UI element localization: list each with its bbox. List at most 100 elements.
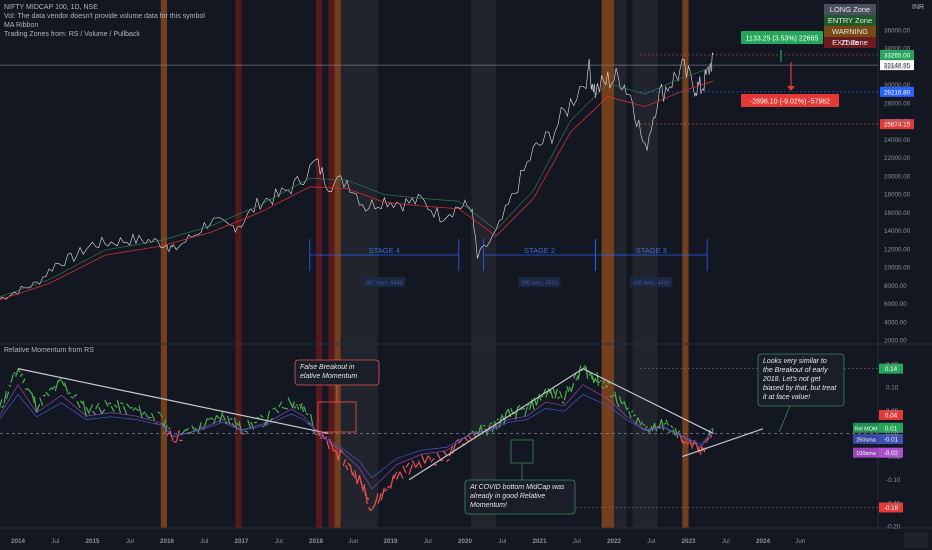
- rs-segment: [573, 373, 577, 379]
- zone-band-7: [601, 0, 614, 528]
- rs-segment: [623, 401, 627, 410]
- zone-legend: LONG Zone ENTRY Zone WARNING Zone EXIT Z…: [824, 4, 876, 48]
- currency-label: INR: [912, 4, 925, 11]
- rs-segment: [670, 425, 674, 429]
- zone-band-3: [328, 0, 335, 528]
- rs-segment: [464, 437, 469, 442]
- rs-segment: [653, 422, 658, 432]
- rs-segment: [197, 422, 202, 434]
- ma-green-line: [0, 66, 714, 298]
- rs-segment: [31, 392, 35, 403]
- rs-segment: [427, 455, 432, 460]
- rs-segment: [116, 399, 122, 414]
- rs-tick-label: 0.05: [886, 408, 899, 415]
- price-tick-label: 26000.00: [884, 119, 911, 126]
- rs-segment: [614, 391, 618, 404]
- price-tick-label: 8000.00: [884, 283, 907, 290]
- rs-segment: [540, 395, 544, 398]
- rs-segment: [312, 430, 316, 434]
- rs-segment: [67, 392, 71, 395]
- legend-long: LONG Zone: [824, 4, 876, 15]
- time-tick-label: Jun: [348, 538, 359, 545]
- zone-band-2: [316, 0, 323, 528]
- rs-segment: [284, 407, 289, 410]
- price-tick-label: 16000.00: [884, 210, 911, 217]
- zone-band-1: [235, 0, 242, 528]
- rs-segment: [408, 464, 413, 475]
- rs-segment: [686, 442, 690, 445]
- rs-segment: [585, 366, 589, 379]
- rs-segment: [272, 407, 276, 410]
- rs-tick-label: -0.20: [886, 524, 901, 531]
- rs-segment: [335, 450, 340, 461]
- rs-segment: [365, 491, 368, 504]
- rs-segment: [135, 408, 140, 412]
- rs-trendline-0: [17, 368, 329, 435]
- stage-label-2: STAGE 3: [636, 246, 667, 255]
- rs-segment: [236, 422, 240, 427]
- callout-similar-text: biased by that, but treat: [763, 385, 837, 392]
- rs-segment: [24, 388, 28, 391]
- rs-segment: [293, 406, 297, 409]
- rs-segment: [593, 377, 596, 383]
- rs-segment: [677, 430, 681, 434]
- rs-segment: [377, 492, 382, 504]
- rs-value-bg-0: [879, 363, 903, 374]
- rs-segment: [568, 386, 572, 392]
- legend-entry: ENTRY Zone: [824, 15, 876, 26]
- rs-name-bg-0: [853, 422, 879, 433]
- rs-segment: [705, 441, 708, 443]
- rs-segment: [596, 372, 600, 386]
- rs-segment: [238, 421, 243, 434]
- rs-segment: [557, 396, 561, 400]
- rs-segment: [628, 411, 632, 419]
- rs-segment: [360, 481, 364, 489]
- time-tick-label: Jul: [647, 538, 655, 545]
- ma-ribbon-label[interactable]: MA Ribbon: [4, 22, 39, 29]
- rs-segment: [642, 423, 646, 426]
- rs-segment: [387, 485, 391, 489]
- gain-measure-box: [741, 31, 823, 44]
- rs-name-label-0: Rel MOM: [854, 426, 878, 432]
- rs-trendline-1: [408, 368, 584, 481]
- rs-segment: [594, 378, 598, 383]
- rs-segment: [575, 375, 579, 381]
- settings-button[interactable]: [904, 532, 928, 548]
- rs-tick-label: -0.15: [886, 500, 901, 507]
- price-label-0: 33265.00: [884, 52, 911, 59]
- callout-similar-text: it at face value!: [763, 394, 810, 401]
- rs-segment: [129, 406, 133, 409]
- price-tick-label: 6000.00: [884, 301, 907, 308]
- rs-segment: [533, 397, 537, 406]
- rs-segment: [63, 382, 69, 393]
- rs-value-label-2: 0.01: [885, 425, 898, 432]
- subpanel-title[interactable]: Relative Momentum from RS: [4, 347, 94, 354]
- rs-segment: [549, 389, 554, 399]
- price-line: [0, 52, 714, 300]
- price-tick-label: 32000.00: [884, 64, 911, 71]
- rs-value-bg-2: [879, 422, 903, 433]
- time-tick-label: Jul: [573, 538, 581, 545]
- rs-segment: [538, 393, 542, 401]
- rs-segment: [665, 419, 669, 426]
- price-tick-label: 2000.00: [884, 338, 907, 345]
- rs-segment: [500, 414, 505, 420]
- rs-segment: [262, 420, 267, 428]
- callout-covid-text: Momentum!: [470, 502, 507, 509]
- time-tick-label: 2018: [309, 538, 324, 545]
- loss-measure-box: [741, 94, 839, 107]
- rs-value-bg-4: [879, 447, 903, 458]
- rs-segment: [70, 396, 75, 399]
- time-tick-label: 2020: [458, 538, 473, 545]
- rs-segment: [706, 437, 710, 442]
- rs-segment: [374, 493, 379, 505]
- rs-segment: [171, 437, 174, 441]
- rs-segment: [445, 458, 450, 463]
- rs-value-bg-1: [879, 409, 903, 420]
- trading-zones-label[interactable]: Trading Zones from: RS / Volume / Pullba…: [4, 31, 140, 38]
- rs-name-bg-2: [853, 447, 879, 458]
- rs-segment: [639, 421, 644, 426]
- rs-segment: [417, 460, 423, 469]
- rs-segment: [524, 406, 528, 417]
- callout-similar-text: Looks very similar to: [763, 358, 827, 365]
